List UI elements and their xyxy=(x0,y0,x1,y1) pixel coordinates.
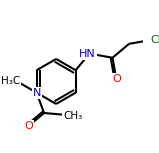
Text: O: O xyxy=(112,74,121,84)
Text: Cl: Cl xyxy=(150,35,159,45)
Text: HN: HN xyxy=(79,49,96,59)
Text: O: O xyxy=(24,121,33,131)
Text: H₃C: H₃C xyxy=(1,76,20,86)
Text: CH₃: CH₃ xyxy=(63,111,82,121)
Text: N: N xyxy=(32,88,41,98)
